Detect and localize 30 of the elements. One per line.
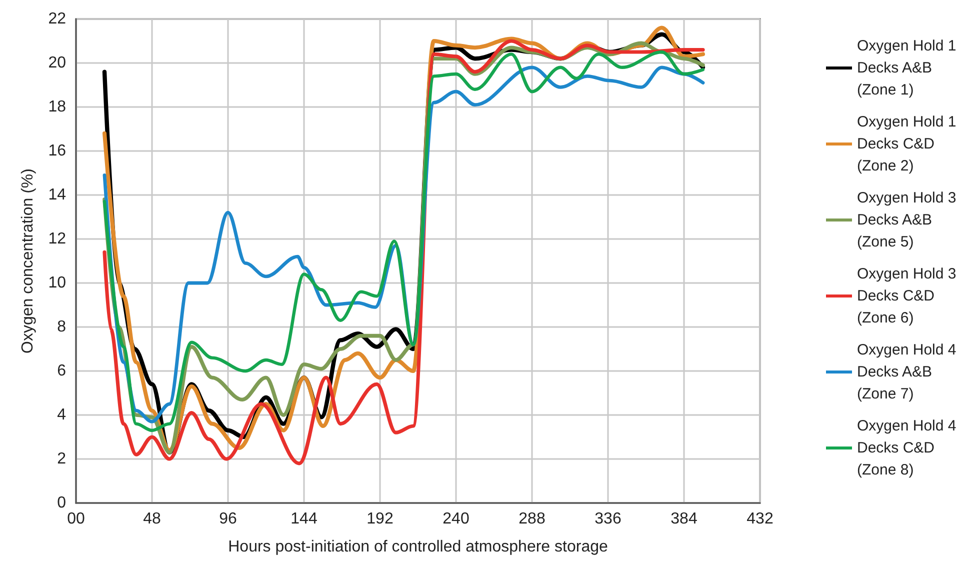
y-tick-label: 22: [48, 10, 66, 28]
x-tick-label: 432: [746, 510, 774, 528]
x-tick-label: 00: [67, 510, 85, 528]
x-tick-label: 336: [594, 510, 622, 528]
y-tick-label: 14: [48, 186, 66, 204]
x-tick-label: 144: [290, 510, 318, 528]
legend-label: Oxygen Hold 3 Decks C&D (Zone 6): [857, 266, 960, 326]
y-tick-label: 0: [57, 494, 66, 512]
y-tick-label: 4: [57, 406, 66, 424]
y-tick-label: 16: [48, 142, 66, 160]
x-tick-label: 96: [219, 510, 237, 528]
y-tick-label: 10: [48, 274, 66, 292]
x-tick-label: 384: [670, 510, 698, 528]
x-tick-label: 48: [143, 510, 161, 528]
x-tick-label: 240: [442, 510, 470, 528]
legend-label: Oxygen Hold 4 Decks A&B (Zone 7): [857, 342, 960, 402]
legend-label: Oxygen Hold 4 Decks C&D (Zone 8): [857, 418, 960, 478]
legend-label: Oxygen Hold 1 Decks A&B (Zone 1): [857, 38, 960, 98]
x-axis-title: Hours post-initiation of controlled atmosphere storage: [228, 538, 608, 556]
y-tick-label: 18: [48, 98, 66, 116]
y-tick-label: 6: [57, 362, 66, 380]
y-tick-label: 12: [48, 230, 66, 248]
y-tick-label: 8: [57, 318, 66, 336]
y-axis-title: Oxygen concentration (%): [20, 168, 36, 354]
x-tick-label: 288: [518, 510, 546, 528]
legend-label: Oxygen Hold 1 Decks C&D (Zone 2): [857, 114, 960, 174]
y-tick-label: 20: [48, 54, 66, 72]
legend-label: Oxygen Hold 3 Decks A&B (Zone 5): [857, 190, 960, 250]
y-tick-label: 2: [57, 450, 66, 468]
x-tick-label: 192: [366, 510, 394, 528]
